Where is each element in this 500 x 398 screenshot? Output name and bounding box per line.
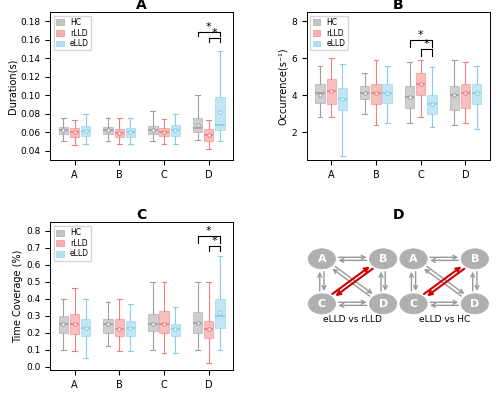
- Circle shape: [308, 294, 336, 314]
- Text: *: *: [418, 30, 424, 40]
- PathPatch shape: [316, 84, 325, 103]
- PathPatch shape: [70, 314, 80, 334]
- PathPatch shape: [360, 86, 370, 99]
- PathPatch shape: [215, 298, 224, 328]
- Circle shape: [308, 249, 336, 269]
- Title: C: C: [136, 208, 147, 222]
- Title: A: A: [136, 0, 147, 12]
- Text: D: D: [378, 299, 388, 309]
- Text: D: D: [470, 299, 480, 309]
- Text: *: *: [212, 28, 217, 38]
- PathPatch shape: [170, 324, 180, 336]
- PathPatch shape: [114, 129, 124, 137]
- Legend: HC, rLLD, eLLD: HC, rLLD, eLLD: [54, 226, 91, 261]
- PathPatch shape: [81, 319, 90, 336]
- PathPatch shape: [450, 86, 459, 110]
- PathPatch shape: [372, 84, 380, 104]
- Text: *: *: [206, 226, 212, 236]
- PathPatch shape: [472, 84, 482, 104]
- Text: A: A: [318, 254, 326, 264]
- Circle shape: [461, 249, 488, 269]
- Text: *: *: [424, 39, 429, 49]
- PathPatch shape: [160, 128, 168, 136]
- Text: B: B: [470, 254, 479, 264]
- Y-axis label: Duration(s): Duration(s): [8, 58, 18, 114]
- PathPatch shape: [126, 321, 135, 336]
- Text: C: C: [410, 299, 418, 309]
- PathPatch shape: [170, 125, 180, 136]
- Legend: HC, rLLD, eLLD: HC, rLLD, eLLD: [310, 16, 348, 51]
- Title: D: D: [392, 208, 404, 222]
- PathPatch shape: [126, 128, 135, 137]
- Y-axis label: Occurrence(s⁻¹): Occurrence(s⁻¹): [278, 47, 288, 125]
- Text: C: C: [318, 299, 326, 309]
- Legend: HC, rLLD, eLLD: HC, rLLD, eLLD: [54, 16, 91, 51]
- PathPatch shape: [460, 84, 470, 108]
- PathPatch shape: [427, 95, 436, 114]
- PathPatch shape: [204, 321, 214, 338]
- Text: A: A: [409, 254, 418, 264]
- PathPatch shape: [148, 314, 158, 331]
- PathPatch shape: [338, 88, 347, 110]
- PathPatch shape: [193, 118, 202, 132]
- PathPatch shape: [416, 73, 426, 95]
- Text: B: B: [379, 254, 388, 264]
- PathPatch shape: [160, 310, 168, 333]
- PathPatch shape: [204, 129, 214, 141]
- Circle shape: [400, 249, 427, 269]
- PathPatch shape: [58, 316, 68, 333]
- PathPatch shape: [70, 128, 80, 137]
- Circle shape: [370, 294, 397, 314]
- PathPatch shape: [58, 127, 68, 134]
- Text: *: *: [206, 22, 212, 32]
- Circle shape: [370, 249, 397, 269]
- PathPatch shape: [104, 127, 113, 134]
- Title: B: B: [393, 0, 404, 12]
- PathPatch shape: [148, 126, 158, 134]
- PathPatch shape: [114, 319, 124, 336]
- Text: eLLD vs rLLD: eLLD vs rLLD: [323, 315, 382, 324]
- PathPatch shape: [405, 86, 414, 108]
- PathPatch shape: [326, 78, 336, 104]
- Y-axis label: Time Coverage (%): Time Coverage (%): [13, 250, 23, 343]
- PathPatch shape: [215, 97, 224, 131]
- Text: *: *: [212, 236, 217, 246]
- PathPatch shape: [382, 84, 392, 103]
- Text: eLLD vs HC: eLLD vs HC: [418, 315, 470, 324]
- PathPatch shape: [193, 312, 202, 333]
- Circle shape: [461, 294, 488, 314]
- Circle shape: [400, 294, 427, 314]
- PathPatch shape: [104, 319, 113, 333]
- PathPatch shape: [81, 126, 90, 136]
